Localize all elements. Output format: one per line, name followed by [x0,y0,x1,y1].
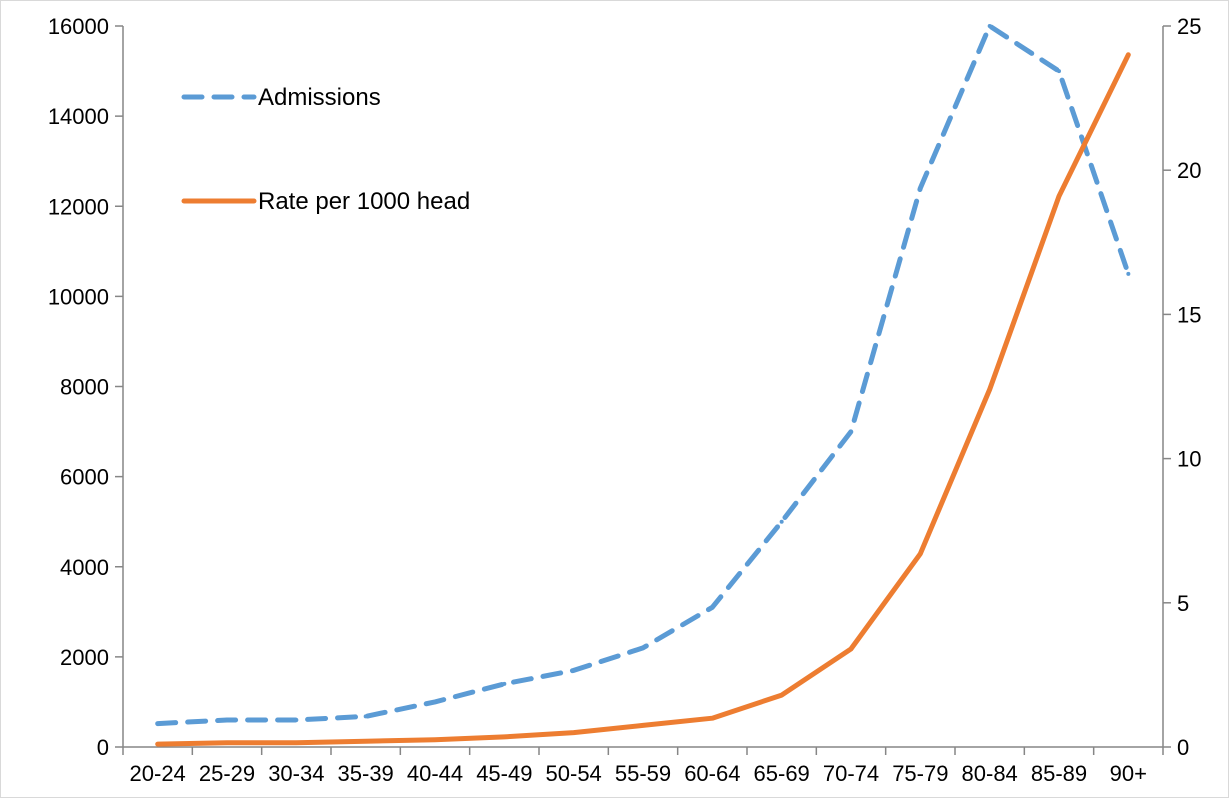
series-0-point [918,186,923,191]
x-tick-label: 40-44 [407,761,463,786]
x-tick-label: 55-59 [615,761,671,786]
left-tick-label: 12000 [48,194,109,219]
series-1-point [987,387,992,392]
series-1-point [849,646,853,651]
x-tick-label: 20-24 [130,761,186,786]
left-tick-label: 8000 [60,375,109,400]
x-tick-label: 85-89 [1031,761,1087,786]
series-layer [155,23,1131,747]
right-tick-label: 25 [1177,14,1201,39]
series-0-point [363,714,368,719]
series-0-point [294,717,299,722]
left-tick-label: 10000 [48,284,109,309]
left-axis-ticks: 0 2000 4000 6000 8000 10000 12000 14000 16000 [48,14,123,760]
x-tick-label: 35-39 [338,761,394,786]
right-tick-label: 15 [1177,302,1201,327]
series-0-point [1057,69,1061,74]
series-1-point [502,734,507,739]
series-1-point [779,693,784,698]
series-1-point [918,551,923,556]
left-tick-label: 0 [97,735,109,760]
left-tick-label: 14000 [48,104,109,129]
series-0-point [710,605,715,610]
series-0-point [641,645,645,650]
x-tick-label: 90+ [1110,761,1147,786]
series-1-point [641,723,645,728]
series-1-point [1126,52,1131,57]
x-tick-label: 70-74 [823,761,879,786]
series-1-point [710,716,715,721]
left-tick-label: 2000 [60,645,109,670]
series-0-point [433,699,437,704]
x-tick-label: 75-79 [892,761,948,786]
series-0-point [502,681,507,686]
right-tick-label: 0 [1177,735,1189,760]
right-tick-label: 10 [1177,447,1201,472]
right-tick-label: 20 [1177,158,1201,183]
x-tick-label: 25-29 [199,761,255,786]
x-tick-label: 45-49 [476,761,532,786]
series-0-point [155,721,160,726]
series-line-0 [155,23,1131,727]
right-tick-label: 5 [1177,591,1189,616]
series-0-point [1126,271,1131,276]
legend-label-rate: Rate per 1000 head [258,188,470,215]
legend: Admissions Rate per 1000 head [181,84,470,215]
series-0-point [849,429,853,434]
x-tick-label: 60-64 [684,761,740,786]
x-tick-label: 80-84 [962,761,1018,786]
series-1-point [1057,194,1061,199]
axes [122,26,1164,748]
x-tick-label: 50-54 [546,761,602,786]
x-tick-label: 65-69 [754,761,810,786]
left-tick-label: 16000 [48,14,109,39]
series-1-point [294,740,299,745]
x-axis-ticks: 20-24 25-29 30-34 35-39 40-44 45-49 50-54 55-59… [122,747,1164,786]
series-0-point [225,717,229,722]
series-1-point [433,737,437,742]
series-0-point [779,519,784,524]
left-tick-label: 4000 [60,555,109,580]
series-1-point [225,740,229,745]
series-line-1 [155,52,1131,747]
right-axis-ticks: 0 5 10 15 20 25 [1163,14,1201,760]
x-tick-label: 30-34 [268,761,324,786]
series-1-point [571,730,576,735]
series-0-point [571,668,576,673]
series-0-point [987,24,992,28]
left-tick-label: 6000 [60,465,109,490]
series-1-point [363,739,368,744]
series-1-point [155,742,160,747]
legend-label-admissions: Admissions [258,84,381,111]
